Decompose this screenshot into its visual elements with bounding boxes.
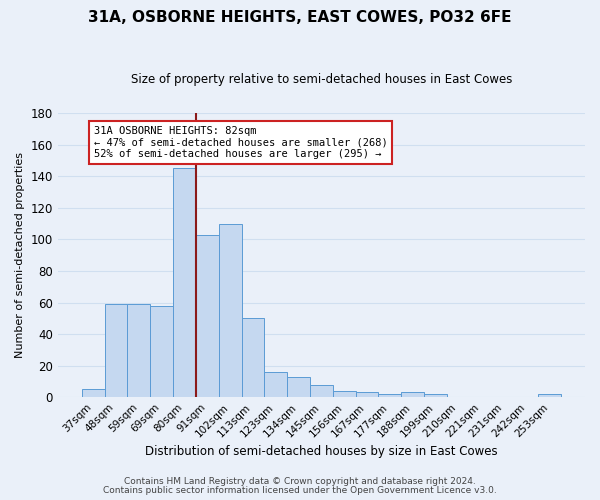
Bar [104, 304, 127, 397]
Bar [401, 392, 424, 397]
Text: Contains public sector information licensed under the Open Government Licence v3: Contains public sector information licen… [103, 486, 497, 495]
Text: 31A, OSBORNE HEIGHTS, EAST COWES, PO32 6FE: 31A, OSBORNE HEIGHTS, EAST COWES, PO32 6… [88, 10, 512, 25]
Bar [287, 376, 310, 397]
Text: Contains HM Land Registry data © Crown copyright and database right 2024.: Contains HM Land Registry data © Crown c… [124, 477, 476, 486]
Bar [127, 304, 150, 397]
Text: 31A OSBORNE HEIGHTS: 82sqm
← 47% of semi-detached houses are smaller (268)
52% o: 31A OSBORNE HEIGHTS: 82sqm ← 47% of semi… [94, 126, 388, 159]
Bar [150, 306, 173, 397]
Bar [356, 392, 379, 397]
Y-axis label: Number of semi-detached properties: Number of semi-detached properties [15, 152, 25, 358]
Bar [173, 168, 196, 397]
X-axis label: Distribution of semi-detached houses by size in East Cowes: Distribution of semi-detached houses by … [145, 444, 498, 458]
Bar [265, 372, 287, 397]
Bar [196, 234, 218, 397]
Bar [82, 390, 104, 397]
Bar [379, 394, 401, 397]
Bar [333, 391, 356, 397]
Bar [218, 224, 242, 397]
Bar [310, 384, 333, 397]
Title: Size of property relative to semi-detached houses in East Cowes: Size of property relative to semi-detach… [131, 72, 512, 86]
Bar [424, 394, 447, 397]
Bar [242, 318, 265, 397]
Bar [538, 394, 561, 397]
